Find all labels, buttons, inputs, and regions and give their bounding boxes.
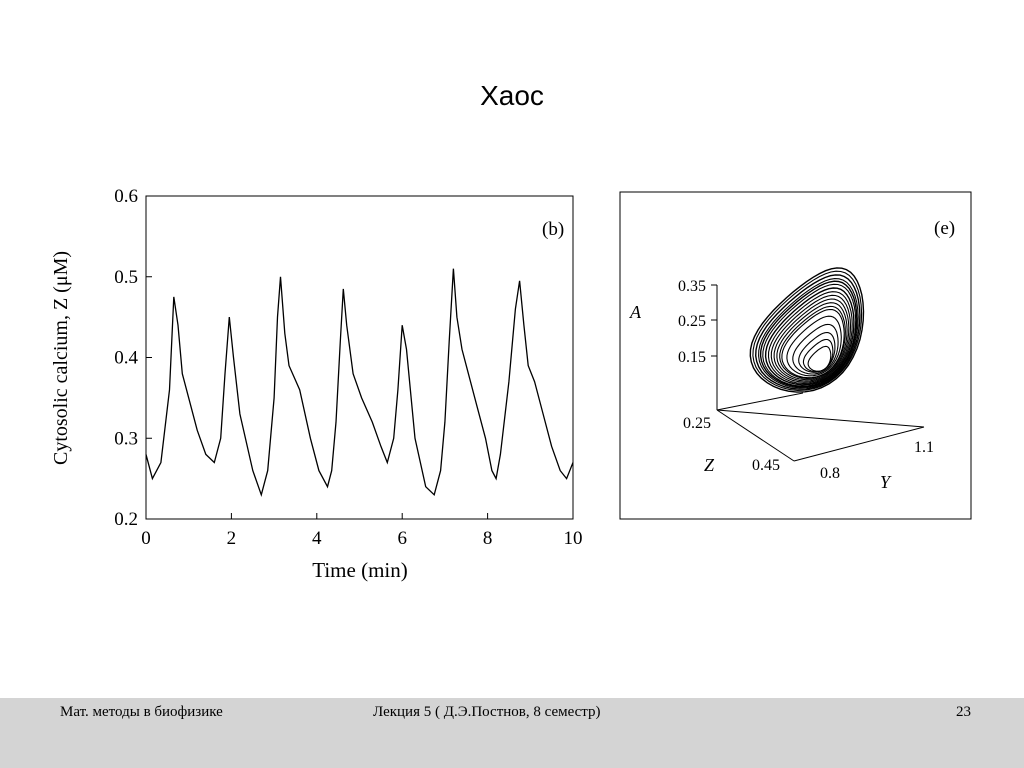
attractor-loop — [779, 305, 846, 379]
z-axis-label: Z — [704, 455, 715, 475]
y-tick-label: 0.4 — [114, 348, 138, 369]
footer-bar: Мат. методы в биофизике Лекция 5 ( Д.Э.П… — [0, 698, 1024, 768]
attractor-trajectory — [749, 267, 865, 393]
attractor-loop — [752, 270, 863, 391]
y-tick-label: 0.6 — [114, 186, 138, 207]
attractor-loop — [807, 345, 832, 372]
attractor-loop — [773, 298, 850, 382]
panel-label-e: (e) — [934, 218, 955, 239]
a-axis-label: A — [629, 302, 642, 322]
back-floor-line — [716, 392, 804, 411]
z-axis-to-y-line — [793, 426, 925, 462]
z-axis-line — [716, 409, 795, 462]
panel-label-b: (b) — [542, 219, 564, 240]
y-tick-label: 0.3 — [114, 428, 138, 449]
z-tick-label: 0.25 — [683, 415, 711, 432]
x-tick-label: 6 — [397, 528, 407, 549]
y-axis-label: Cytosolic calcium, Z (μM) — [50, 251, 72, 465]
z-tick-label: 0.45 — [752, 457, 780, 474]
a-tick-label: 0.35 — [678, 278, 706, 295]
x-tick-label: 8 — [483, 528, 493, 549]
attractor-loop — [770, 294, 852, 383]
attractor-loop — [764, 287, 855, 386]
plot-frame — [145, 195, 574, 520]
attractor-loop — [758, 278, 859, 389]
x-tick-label: 2 — [227, 528, 237, 549]
a-tick-label: 0.15 — [678, 349, 706, 366]
x-ticks: 0 2 4 6 8 10 — [141, 513, 583, 549]
attractor-frame — [619, 191, 972, 520]
attractor-loop — [776, 302, 848, 381]
attractor-loop — [754, 274, 861, 390]
attractor-loop — [762, 283, 857, 387]
attractor-3d-chart: (e) 0.35 0.25 0.15 A 0.25 0.45 Z 0.8 1.1… — [619, 191, 972, 520]
x-tick-label: 0 — [141, 528, 151, 549]
x-axis-label: Time (min) — [312, 558, 407, 582]
y-tick-label: 0.8 — [820, 465, 840, 482]
attractor-loop — [786, 315, 842, 377]
y-axis-label: Y — [880, 472, 892, 492]
footer-course: Мат. методы в биофизике — [60, 704, 223, 720]
x-tick-label: 4 — [312, 528, 322, 549]
a-tick-label: 0.25 — [678, 313, 706, 330]
attractor-loop — [767, 291, 853, 385]
slide-title: Хаос — [480, 80, 544, 111]
calcium-series-line — [145, 268, 574, 498]
y-ticks: 0.2 0.3 0.4 0.5 0.6 — [114, 186, 152, 530]
attractor-loop — [749, 267, 865, 393]
x-tick-label: 10 — [564, 528, 583, 549]
y-tick-label: 1.1 — [914, 439, 934, 456]
attractor-loop — [792, 323, 839, 375]
calcium-time-series-chart: 0.2 0.3 0.4 0.5 0.6 0 2 4 6 8 10 (b) Time (min) C… — [50, 186, 583, 582]
footer-lecture: Лекция 5 ( Д.Э.Постнов, 8 семестр) — [373, 704, 601, 720]
footer-page-number: 23 — [956, 704, 971, 720]
y-axis-line — [716, 409, 925, 428]
y-tick-label: 0.2 — [114, 509, 138, 530]
a-axis-ticks: 0.35 0.25 0.15 — [678, 278, 717, 366]
y-tick-label: 0.5 — [114, 267, 138, 288]
